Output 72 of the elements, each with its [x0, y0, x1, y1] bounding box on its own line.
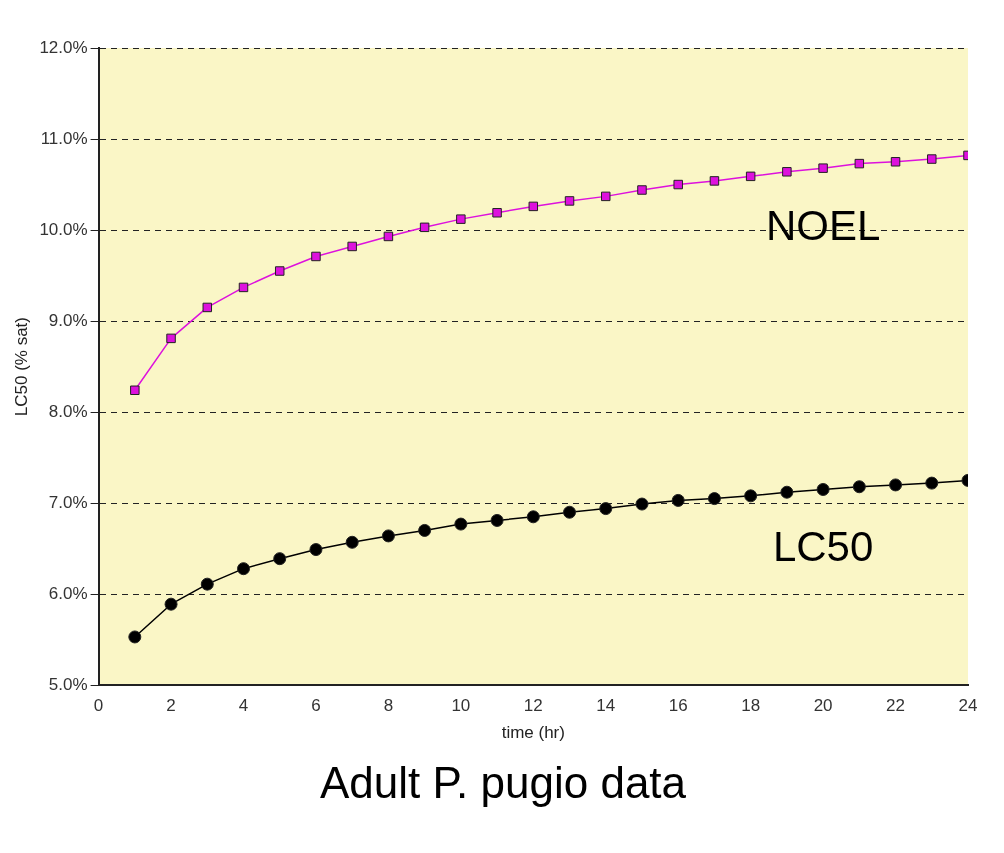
y-tick-label: 11.0%: [40, 128, 88, 148]
x-tick-label: 10: [451, 696, 471, 716]
x-tick-label: 18: [741, 696, 761, 716]
x-tick-label: 6: [311, 696, 321, 716]
point: [309, 543, 323, 557]
series-label: NOEL: [765, 201, 881, 249]
text: Adult P. pugio data: [318, 758, 688, 808]
point: [564, 196, 575, 206]
point: [635, 497, 649, 511]
y-axis-title: LC50 (% sat): [11, 317, 31, 417]
point: [273, 552, 287, 566]
x-tick-label: 20: [813, 696, 833, 716]
point: [709, 176, 720, 186]
x-tick-label: 2: [166, 696, 176, 716]
point: [383, 231, 394, 242]
point: [601, 191, 611, 202]
point: [780, 485, 794, 499]
point: [889, 478, 903, 492]
point: [418, 523, 432, 537]
point: [707, 492, 721, 506]
y-tick-label: 10.0%: [39, 219, 88, 239]
point: [381, 529, 395, 543]
point: [526, 510, 540, 524]
x-axis-title: time (hr): [501, 723, 565, 743]
point: [492, 208, 502, 218]
point: [637, 185, 647, 195]
point: [563, 505, 577, 519]
point: [890, 157, 901, 167]
point: [237, 562, 250, 576]
y-tick-label: 6.0%: [48, 583, 88, 603]
point: [164, 597, 178, 611]
x-tick-label: 14: [596, 696, 616, 716]
point: [745, 171, 756, 182]
point: [673, 179, 683, 190]
point: [852, 480, 866, 494]
x-tick-label: 0: [93, 696, 104, 716]
x-tick-label: 16: [668, 696, 688, 716]
point: [599, 502, 613, 516]
x-tick-label: 22: [886, 696, 906, 716]
point: [782, 167, 792, 177]
point: [925, 476, 939, 490]
x-tick-label: 8: [383, 696, 394, 716]
x-tick-label: 12: [523, 696, 543, 716]
point: [528, 201, 539, 212]
point: [818, 163, 828, 173]
point: [454, 517, 468, 531]
point: [311, 251, 321, 262]
point: [274, 266, 285, 276]
point: [490, 513, 504, 527]
point: [128, 630, 142, 644]
point: [456, 214, 466, 224]
point: [200, 577, 214, 591]
point: [854, 158, 865, 169]
x-tick-label: 24: [958, 696, 978, 716]
y-tick-label: 5.0%: [48, 674, 88, 694]
y-tick-label: 12.0%: [39, 37, 88, 57]
y-tick-label: 9.0%: [48, 310, 88, 330]
y-tick-label: 8.0%: [48, 401, 88, 421]
y-tick-label: 7.0%: [48, 492, 88, 512]
point: [202, 302, 213, 313]
point: [130, 385, 140, 396]
point: [744, 489, 758, 503]
x-tick-label: 4: [238, 696, 249, 716]
point: [419, 222, 430, 233]
series-label: LC50: [772, 523, 874, 571]
point: [927, 154, 937, 164]
point: [671, 493, 685, 507]
point: [238, 282, 249, 293]
point: [166, 333, 176, 344]
point: [816, 482, 830, 496]
point: [347, 241, 357, 252]
point: [345, 535, 359, 549]
